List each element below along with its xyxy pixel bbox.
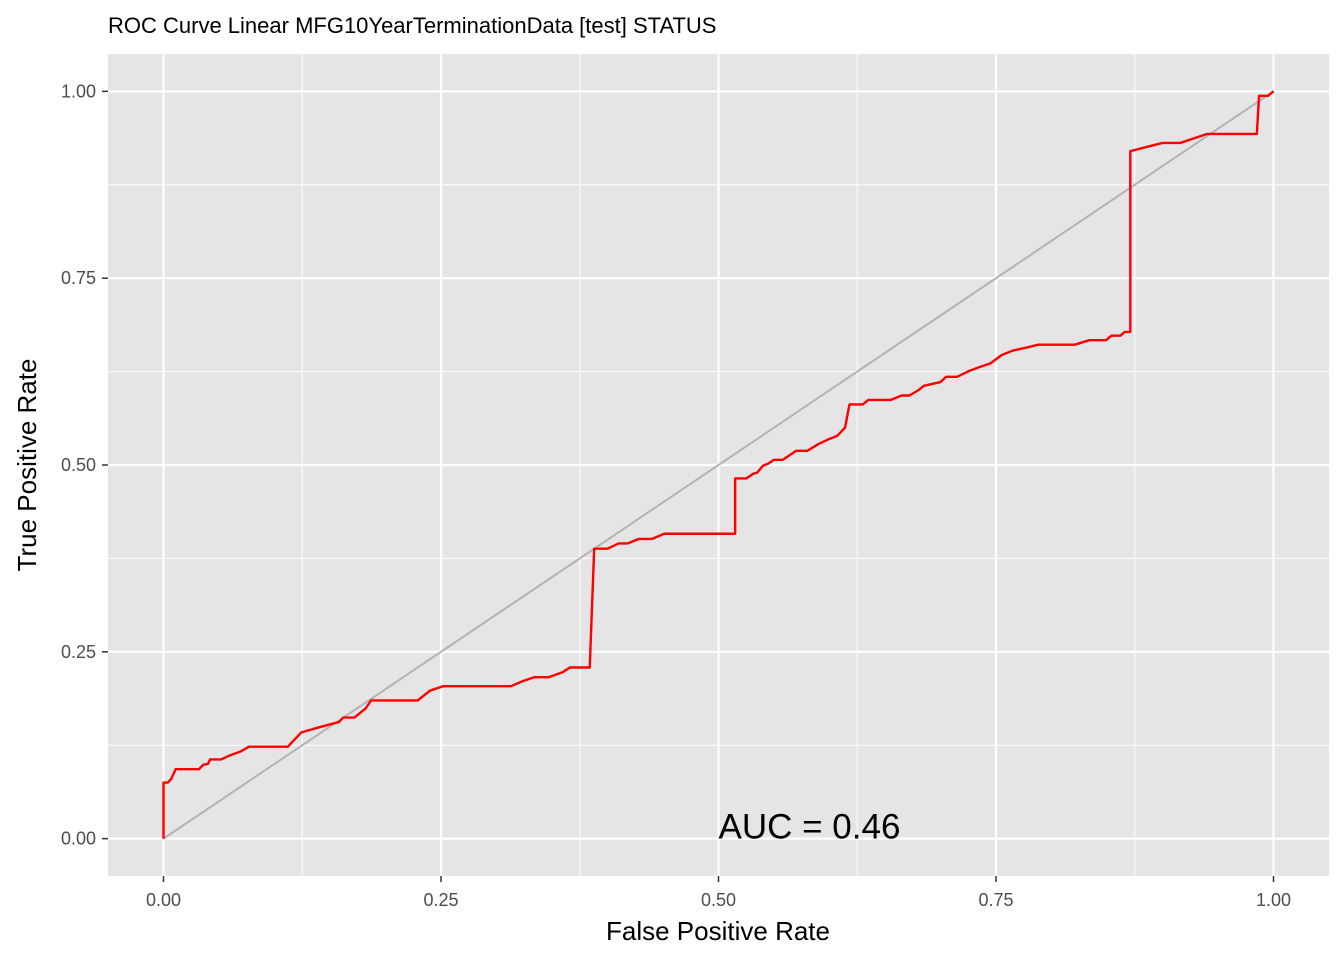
y-tick-label: 1.00 [61, 81, 96, 101]
y-tick-label: 0.25 [61, 642, 96, 662]
x-tick-label: 1.00 [1256, 890, 1291, 910]
y-axis-ticks: 0.00 0.25 0.50 0.75 1.00 [61, 81, 108, 849]
x-tick-label: 0.00 [146, 890, 181, 910]
y-tick-label: 0.50 [61, 455, 96, 475]
y-axis-title: True Positive Rate [12, 359, 42, 572]
series-layer [162, 90, 1275, 840]
diagonal-reference-line [162, 90, 1275, 840]
x-tick-label: 0.75 [978, 890, 1013, 910]
x-tick-label: 0.50 [701, 890, 736, 910]
x-axis-ticks: 0.00 0.25 0.50 0.75 1.00 [146, 876, 1291, 910]
x-tick-label: 0.25 [423, 890, 458, 910]
auc-annotation: AUC = 0.46 [719, 808, 901, 847]
x-axis-title: False Positive Rate [606, 916, 830, 946]
chart-title: ROC Curve Linear MFG10YearTerminationDat… [108, 13, 716, 38]
roc-curve-line [162, 90, 1275, 839]
y-tick-label: 0.00 [61, 829, 96, 849]
y-tick-label: 0.75 [61, 268, 96, 288]
